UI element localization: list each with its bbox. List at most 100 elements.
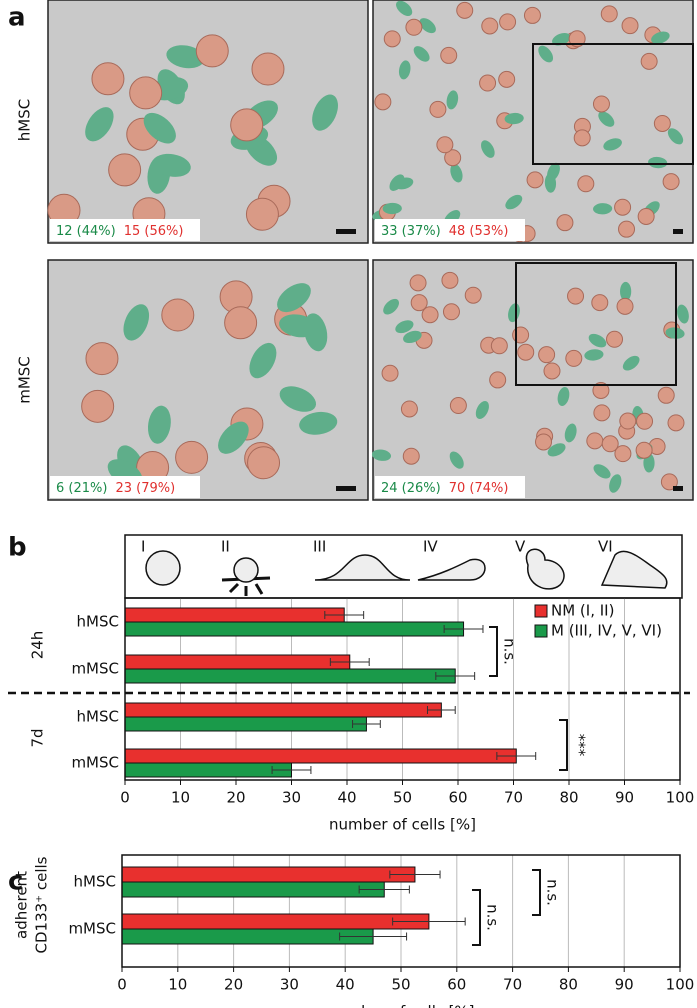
scale-bar xyxy=(336,486,356,491)
count-box xyxy=(375,219,525,241)
error-bar xyxy=(496,752,537,760)
cell-adherent xyxy=(557,387,570,406)
cell-round xyxy=(91,62,125,96)
error-bar xyxy=(329,658,370,666)
cell-round xyxy=(489,371,507,389)
x-tick-label: 100 xyxy=(666,976,695,994)
error-bar xyxy=(392,917,466,926)
row-label: hMSC xyxy=(16,99,34,141)
red-count: 48 (53%) xyxy=(449,224,509,239)
cell-round xyxy=(108,153,142,187)
cell-round xyxy=(498,70,516,88)
count-label: 12 (44%) 15 (56%) xyxy=(56,224,183,239)
cell-round xyxy=(381,364,399,382)
error-bar xyxy=(443,625,484,633)
shape-label: II xyxy=(221,538,230,556)
cell-round xyxy=(657,386,675,404)
x-tick-label: 100 xyxy=(666,789,695,807)
shape-label: III xyxy=(313,538,326,556)
cell-round xyxy=(464,286,482,304)
cell-adherent xyxy=(166,45,205,69)
cell-round xyxy=(383,30,401,48)
cell-round xyxy=(409,274,427,292)
cell-round xyxy=(568,30,586,48)
cell-adherent xyxy=(419,18,436,34)
cell-adherent xyxy=(475,401,489,419)
cell-round xyxy=(601,435,619,453)
cell-adherent xyxy=(620,281,632,302)
cell-round xyxy=(606,330,624,348)
cell-round xyxy=(565,349,583,367)
error-bar xyxy=(271,766,312,774)
cell-round xyxy=(586,432,604,450)
cell-round xyxy=(619,412,637,430)
cell-adherent xyxy=(147,405,171,444)
cell-adherent xyxy=(446,90,459,110)
x-axis-label: number of cells [%] xyxy=(329,816,476,834)
cell-round xyxy=(616,297,634,315)
cell-adherent xyxy=(667,128,684,145)
cell-round xyxy=(421,306,439,324)
cell-adherent xyxy=(123,304,150,341)
cell-adherent xyxy=(505,194,523,210)
error-bar xyxy=(426,706,456,714)
cell-round xyxy=(490,337,508,355)
error-bar xyxy=(435,672,476,680)
plot-frame xyxy=(121,854,681,968)
shape-label: V xyxy=(515,538,526,556)
cell-round xyxy=(479,74,497,92)
cell-adherent xyxy=(450,163,463,183)
x-tick-label: 40 xyxy=(337,789,356,807)
count-label: 24 (26%) 70 (74%) xyxy=(381,481,508,496)
cell-round xyxy=(175,440,209,474)
cell-round xyxy=(618,220,636,238)
significance-label: n.s. xyxy=(501,638,519,665)
x-tick-label: 90 xyxy=(615,976,634,994)
cell-round xyxy=(592,95,610,113)
x-tick-label: 30 xyxy=(282,789,301,807)
cell-round xyxy=(129,76,163,110)
count-box xyxy=(50,476,200,498)
cell-round xyxy=(481,17,499,35)
cell-round xyxy=(224,306,258,340)
green-count: 6 (21%) xyxy=(56,481,107,496)
bar xyxy=(121,866,416,883)
y-axis-label: CD133⁺ cells xyxy=(33,856,51,953)
x-tick-label: 10 xyxy=(168,976,187,994)
legend-label: M (III, IV, V, VI) xyxy=(551,622,662,640)
error-bar xyxy=(358,885,410,894)
row-label: mMSC xyxy=(16,356,34,404)
cell-round xyxy=(640,52,658,70)
x-axis-label: number of cells [%] xyxy=(328,1003,475,1008)
shape-label: IV xyxy=(423,538,438,556)
significance-bracket xyxy=(472,889,481,946)
cell-round xyxy=(538,346,556,364)
x-tick-label: 0 xyxy=(120,789,130,807)
red-count: 15 (56%) xyxy=(124,224,184,239)
significance-label: *** xyxy=(571,734,589,757)
cell-adherent xyxy=(622,355,640,371)
shape-label: VI xyxy=(598,538,613,556)
cell-round xyxy=(614,198,632,216)
cell-round xyxy=(400,400,418,418)
cell-round xyxy=(81,389,115,423)
cell-adherent xyxy=(504,112,524,125)
cell-adherent xyxy=(382,202,402,215)
cell-adherent xyxy=(593,464,611,479)
group-label: 24h xyxy=(29,631,47,660)
red-count: 70 (74%) xyxy=(449,481,509,496)
bar xyxy=(124,654,351,670)
count-box xyxy=(50,219,200,241)
error-bar xyxy=(339,932,408,941)
category-label: mMSC xyxy=(71,660,119,678)
cell-round xyxy=(230,108,264,142)
x-tick-label: 70 xyxy=(504,789,523,807)
cell-round xyxy=(593,404,611,422)
cell-adherent xyxy=(603,138,622,151)
cell-adherent xyxy=(403,330,422,344)
cell-round xyxy=(592,381,610,399)
cell-adherent xyxy=(564,423,577,443)
significance-label: n.s. xyxy=(484,904,502,931)
